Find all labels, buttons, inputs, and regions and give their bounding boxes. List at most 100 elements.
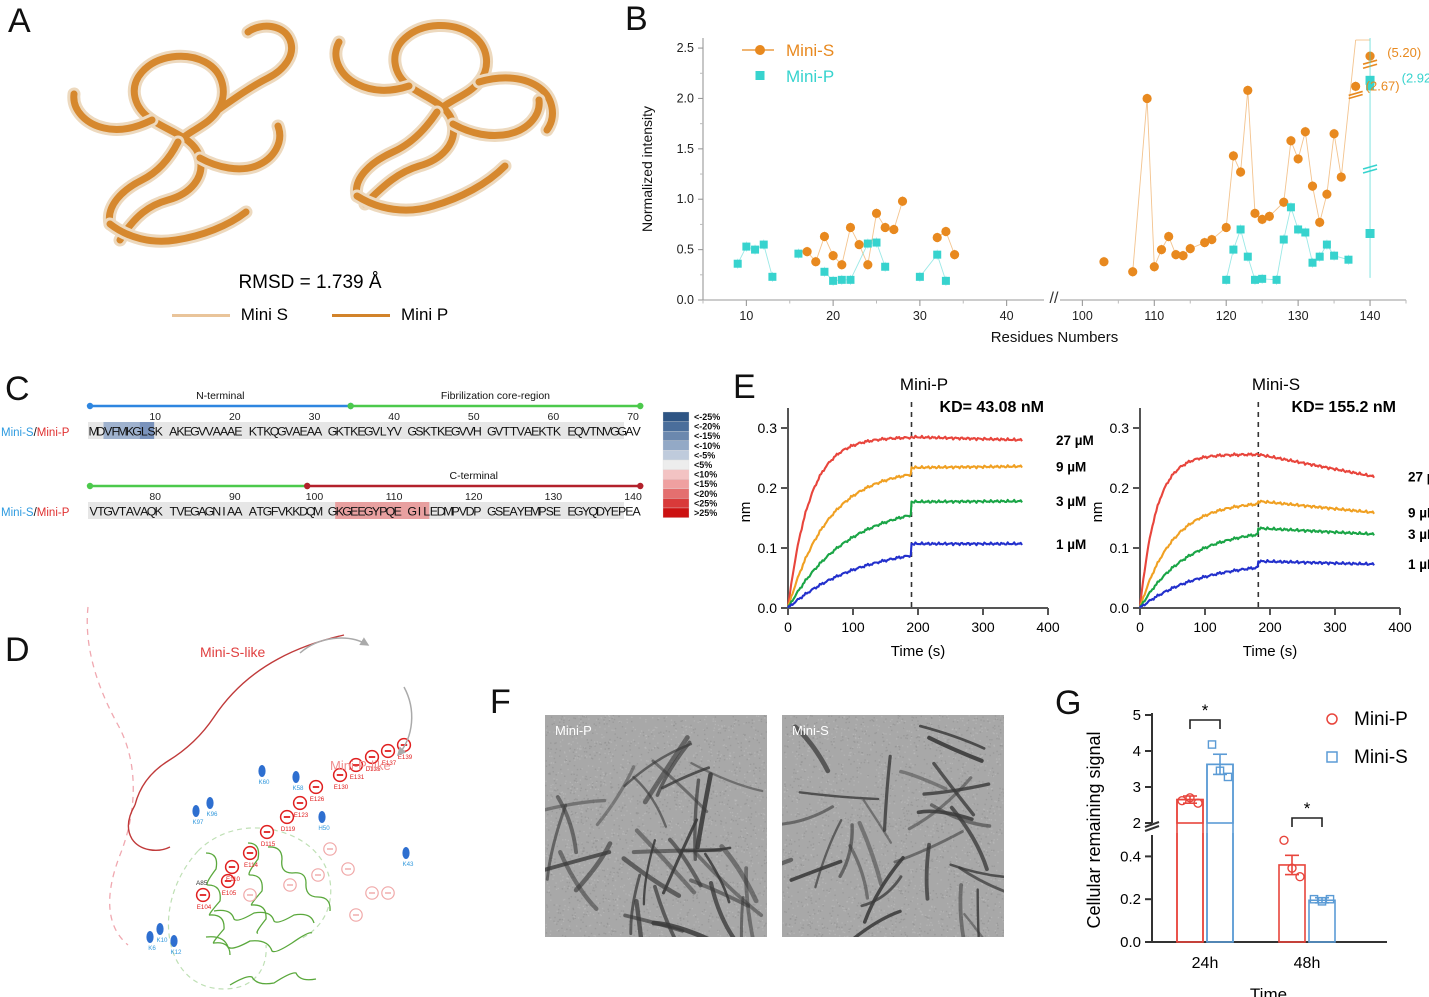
svg-text:0.3: 0.3 bbox=[1110, 420, 1130, 436]
legend-item-mini-p: Mini P bbox=[332, 305, 448, 325]
svg-text:M: M bbox=[443, 505, 453, 519]
svg-text:Mini-S/Mini-P: Mini-S/Mini-P bbox=[1, 507, 70, 519]
svg-text:V: V bbox=[517, 425, 526, 439]
svg-text:T: T bbox=[430, 425, 438, 439]
svg-text:nm: nm bbox=[737, 502, 754, 523]
svg-text:100: 100 bbox=[1193, 619, 1217, 635]
svg-text:G: G bbox=[132, 425, 142, 439]
svg-text:D135: D135 bbox=[366, 766, 381, 773]
svg-text:V: V bbox=[633, 425, 642, 439]
svg-text:N-terminal: N-terminal bbox=[196, 390, 244, 402]
svg-text:C-terminal: C-terminal bbox=[450, 470, 498, 482]
svg-text:G: G bbox=[190, 505, 200, 519]
svg-text:G: G bbox=[103, 505, 113, 519]
svg-text:100: 100 bbox=[306, 491, 324, 503]
svg-text:A: A bbox=[625, 425, 634, 439]
svg-text:Mini-S: Mini-S bbox=[786, 41, 834, 60]
legend-label-mini-s: Mini S bbox=[240, 305, 288, 324]
svg-text:I: I bbox=[418, 505, 421, 519]
svg-text:V: V bbox=[372, 425, 381, 439]
svg-text:E: E bbox=[350, 505, 358, 519]
svg-text:0.0: 0.0 bbox=[677, 293, 694, 307]
svg-text:20: 20 bbox=[826, 309, 840, 323]
svg-text:300: 300 bbox=[971, 619, 995, 635]
panel-c-letter: C bbox=[5, 370, 30, 408]
svg-text:E: E bbox=[357, 425, 365, 439]
svg-text:0.2: 0.2 bbox=[758, 480, 778, 496]
svg-text:V: V bbox=[198, 425, 207, 439]
svg-text:D115: D115 bbox=[261, 841, 276, 848]
panel-e: E 0 100 200 300 400 0.0 0.1 0.2 0.3 Time (s) nm Min… bbox=[730, 368, 1429, 673]
svg-text:140: 140 bbox=[1360, 309, 1381, 323]
panel-a-structures bbox=[67, 18, 559, 248]
svg-text:K: K bbox=[292, 505, 301, 519]
svg-text:F: F bbox=[112, 425, 120, 439]
svg-text:V: V bbox=[459, 505, 468, 519]
svg-text:E: E bbox=[567, 425, 575, 439]
svg-text:E137: E137 bbox=[382, 760, 397, 767]
svg-text://: // bbox=[1050, 290, 1059, 307]
svg-text:200: 200 bbox=[1258, 619, 1282, 635]
panel-c-sequence-map: N-terminal Fibrilization core-region 10 20 3… bbox=[1, 390, 720, 519]
svg-text:0: 0 bbox=[1136, 619, 1144, 635]
svg-text:E114: E114 bbox=[244, 862, 259, 869]
svg-text:90: 90 bbox=[229, 491, 241, 503]
svg-text:G: G bbox=[487, 425, 497, 439]
svg-text:G: G bbox=[342, 505, 352, 519]
svg-text:Q: Q bbox=[386, 505, 396, 519]
svg-text:50: 50 bbox=[468, 411, 480, 423]
svg-text:27 µM: 27 µM bbox=[1408, 470, 1429, 485]
svg-text:E: E bbox=[299, 425, 307, 439]
panel-a-legend: Mini S Mini P bbox=[0, 305, 620, 325]
svg-text:V: V bbox=[466, 425, 475, 439]
svg-text:80: 80 bbox=[149, 491, 161, 503]
svg-text:K: K bbox=[155, 505, 164, 519]
svg-text:A: A bbox=[292, 425, 301, 439]
svg-text:G: G bbox=[407, 505, 417, 519]
svg-text:G: G bbox=[364, 425, 374, 439]
svg-text:A85: A85 bbox=[196, 880, 208, 887]
svg-text:K: K bbox=[437, 425, 446, 439]
svg-text:N: N bbox=[212, 505, 221, 519]
svg-text:A: A bbox=[220, 425, 229, 439]
svg-text:E: E bbox=[357, 505, 365, 519]
svg-text:E: E bbox=[184, 505, 192, 519]
svg-text:A: A bbox=[509, 505, 518, 519]
svg-text:<15%: <15% bbox=[694, 479, 717, 489]
svg-text:K: K bbox=[249, 425, 258, 439]
svg-text:N: N bbox=[596, 425, 605, 439]
svg-text:400: 400 bbox=[1036, 619, 1060, 635]
svg-text:A: A bbox=[307, 425, 316, 439]
svg-text:T: T bbox=[169, 505, 177, 519]
svg-text:T: T bbox=[589, 425, 597, 439]
svg-text:P: P bbox=[473, 505, 481, 519]
svg-text:E110: E110 bbox=[226, 876, 241, 883]
svg-text:110: 110 bbox=[1144, 309, 1164, 323]
panel-e-letter: E bbox=[733, 368, 756, 406]
legend-label-mini-p: Mini P bbox=[401, 305, 449, 324]
svg-text:40: 40 bbox=[388, 411, 400, 423]
svg-text:M: M bbox=[313, 505, 323, 519]
svg-text:K: K bbox=[263, 425, 272, 439]
svg-text:nm: nm bbox=[1089, 502, 1106, 523]
svg-text:T: T bbox=[256, 505, 264, 519]
svg-text:M: M bbox=[117, 425, 127, 439]
svg-text:0.2: 0.2 bbox=[1110, 480, 1130, 496]
svg-text:E126: E126 bbox=[310, 796, 325, 803]
panel-d-letter: D bbox=[5, 631, 30, 669]
svg-text:E: E bbox=[234, 425, 242, 439]
svg-text:1.0: 1.0 bbox=[677, 192, 694, 206]
svg-text:(2.67): (2.67) bbox=[1366, 78, 1400, 93]
svg-text:Y: Y bbox=[517, 505, 525, 519]
panel-b: B // 0.0 0.5 1.0 1.5 2.0 2.5 10 20 30 40 100 110 120 1… bbox=[620, 0, 1429, 350]
svg-text:G: G bbox=[205, 505, 215, 519]
panel-g-letter: G bbox=[1055, 684, 1082, 722]
svg-text:E139: E139 bbox=[398, 754, 413, 761]
micrograph-mini-p: Mini-P bbox=[545, 715, 767, 937]
svg-text:120: 120 bbox=[465, 491, 483, 503]
svg-text:T: T bbox=[119, 505, 127, 519]
svg-text:3 µM: 3 µM bbox=[1056, 494, 1086, 509]
svg-text:G: G bbox=[263, 505, 273, 519]
svg-text:0.0: 0.0 bbox=[758, 600, 778, 616]
